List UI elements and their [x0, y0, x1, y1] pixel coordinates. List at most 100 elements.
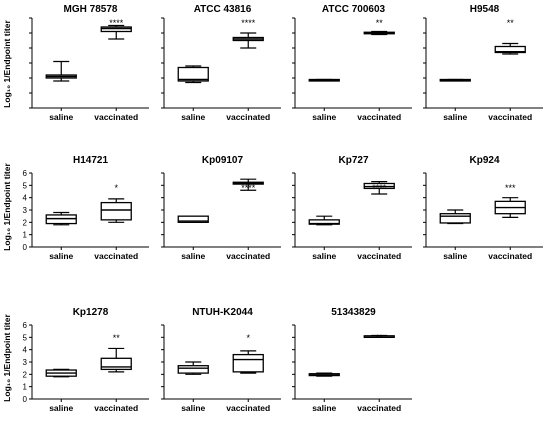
box-saline: [45, 211, 77, 226]
iqr-box: [177, 215, 209, 223]
category-label: saline: [181, 251, 205, 261]
panel-title: H14721: [73, 155, 108, 166]
y-tick-label: 0: [23, 395, 28, 404]
y-tick-label: 4: [23, 346, 28, 355]
chart-panel: NTUH-K2044 saline vaccinated *: [161, 307, 281, 413]
category-label: vaccinated: [357, 251, 401, 261]
y-axis-label: Log₁₀ 1/Endpoint titer: [2, 20, 12, 108]
significance-marker: ****: [109, 18, 124, 28]
y-tick-label: 5: [23, 181, 28, 190]
category-label: vaccinated: [357, 112, 401, 122]
category-label: saline: [443, 251, 467, 261]
box-saline: [177, 361, 209, 375]
y-tick-label: 2: [23, 218, 28, 227]
box-saline: [439, 209, 471, 225]
chart-panel: Kp1278 0 1 2 3 4 5 6 saline vaccinated **: [23, 307, 149, 413]
box-saline: [308, 215, 340, 226]
significance-marker: ****: [372, 183, 387, 193]
panel-title: Kp727: [338, 155, 368, 166]
category-label: saline: [312, 251, 336, 261]
category-label: saline: [443, 112, 467, 122]
box-vaccinated: [494, 197, 526, 218]
box-vaccinated: [100, 198, 132, 223]
chart-panel: MGH 78578 saline vaccinated ****: [29, 4, 149, 122]
iqr-box: [232, 353, 264, 373]
chart-panel: H9548 saline vaccinated **: [423, 4, 543, 122]
box-saline: [308, 372, 340, 377]
chart-panel: Kp727 saline vaccinated ****: [292, 155, 412, 261]
iqr-box: [100, 26, 132, 33]
panel-title: Kp924: [469, 155, 499, 166]
significance-marker: **: [113, 333, 121, 343]
category-label: saline: [49, 251, 73, 261]
box-vaccinated: [232, 350, 264, 374]
box-saline: [308, 78, 340, 82]
box-vaccinated: [232, 32, 264, 49]
box-vaccinated: [363, 334, 395, 339]
iqr-box: [439, 213, 471, 224]
box-vaccinated: [494, 42, 526, 55]
y-tick-label: 1: [23, 383, 28, 392]
panel-title: ATCC 43816: [194, 4, 252, 15]
box-saline: [177, 215, 209, 223]
y-tick-label: 3: [23, 206, 28, 215]
chart-panel: ATCC 700603 saline vaccinated **: [292, 4, 412, 122]
significance-marker: **: [376, 333, 384, 343]
chart-panel: Kp924 saline vaccinated ***: [423, 155, 543, 261]
iqr-box: [177, 66, 209, 82]
y-tick-label: 5: [23, 333, 28, 342]
category-label: saline: [312, 112, 336, 122]
y-axis-label: Log₁₀ 1/Endpoint titer: [2, 163, 12, 251]
significance-marker: ****: [241, 18, 256, 28]
category-label: saline: [49, 403, 73, 413]
panel-title: H9548: [470, 4, 500, 15]
y-tick-label: 2: [23, 370, 28, 379]
category-label: saline: [181, 403, 205, 413]
chart-panel: Kp09107 saline vaccinated ****: [161, 155, 281, 261]
chart-panel: ATCC 43816 saline vaccinated ****: [161, 4, 281, 122]
category-label: vaccinated: [94, 112, 138, 122]
panel-title: 51343829: [331, 307, 376, 318]
significance-marker: *: [246, 333, 250, 343]
box-saline: [439, 78, 471, 82]
box-saline: [177, 65, 209, 84]
y-tick-label: 6: [23, 169, 28, 178]
significance-marker: **: [507, 18, 515, 28]
panel-title: MGH 78578: [64, 4, 118, 15]
box-vaccinated: [100, 347, 132, 373]
y-tick-label: 4: [23, 194, 28, 203]
chart-panel: H14721 0 1 2 3 4 5 6 saline vaccinated *: [23, 155, 149, 261]
y-axis-label: Log₁₀ 1/Endpoint titer: [2, 314, 12, 402]
y-tick-label: 3: [23, 358, 28, 367]
box-vaccinated: [363, 30, 395, 36]
iqr-box: [100, 357, 132, 371]
category-label: vaccinated: [488, 112, 532, 122]
category-label: vaccinated: [226, 112, 270, 122]
significance-marker: ****: [241, 183, 256, 193]
box-vaccinated: [100, 24, 132, 40]
y-tick-label: 1: [23, 231, 28, 240]
chart-panel: 51343829 saline vaccinated **: [292, 307, 412, 413]
category-label: saline: [312, 403, 336, 413]
box-vaccinated: [363, 181, 395, 195]
panel-title: NTUH-K2044: [192, 307, 253, 318]
category-label: saline: [181, 112, 205, 122]
category-label: vaccinated: [488, 251, 532, 261]
iqr-box: [494, 45, 526, 54]
category-label: saline: [49, 112, 73, 122]
box-saline: [45, 60, 77, 82]
category-label: vaccinated: [94, 403, 138, 413]
category-label: vaccinated: [357, 403, 401, 413]
panel-title: Kp09107: [202, 155, 244, 166]
panel-title: ATCC 700603: [322, 4, 386, 15]
y-tick-label: 0: [23, 243, 28, 252]
significance-marker: *: [114, 183, 118, 193]
box-saline: [45, 368, 77, 378]
significance-marker: **: [376, 18, 384, 28]
iqr-box: [100, 201, 132, 221]
category-label: vaccinated: [226, 403, 270, 413]
box-vaccinated: [232, 178, 264, 191]
category-label: vaccinated: [94, 251, 138, 261]
y-tick-label: 6: [23, 321, 28, 330]
